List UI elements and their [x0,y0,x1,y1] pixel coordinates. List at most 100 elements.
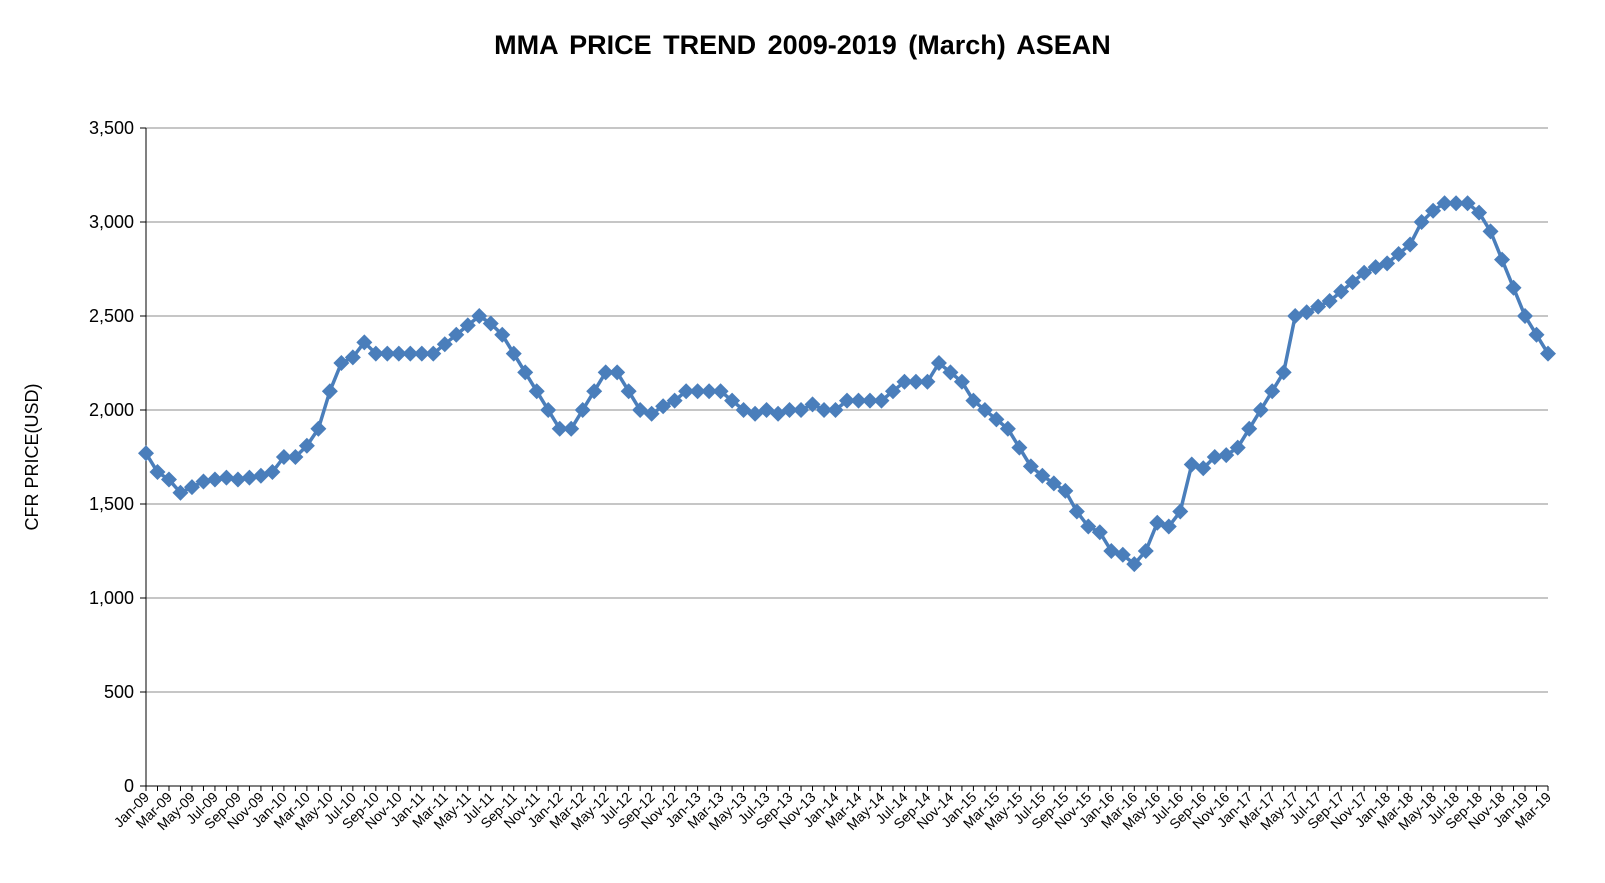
data-point [1356,264,1373,281]
data-point [586,383,603,400]
data-point [724,392,741,409]
data-point [712,383,729,400]
data-point [540,402,557,418]
data-point [390,345,407,362]
data-point [1091,524,1108,541]
data-point [436,336,453,353]
data-point [1425,202,1442,219]
data-point [965,392,982,409]
data-point [1436,195,1453,212]
data-point [1264,383,1281,400]
data-point [793,402,810,418]
data-point [206,471,223,488]
data-point [597,364,614,381]
data-point [1229,439,1246,456]
data-point [551,420,568,437]
data-point [1459,195,1476,212]
series-line [144,201,1550,566]
data-point [988,411,1005,428]
data-point [1390,245,1407,262]
data-point [1482,223,1499,240]
data-point [666,392,683,409]
data-point [930,355,947,371]
chart-title: MMA PRICE TREND 2009-2019 (March) ASEAN [494,30,1111,60]
data-point [781,402,798,418]
y-tick-label: 500 [104,682,134,702]
data-point [160,471,177,488]
data-point [839,392,855,409]
data-point [344,349,361,366]
data-point [1252,402,1269,418]
y-tick-label: 3,000 [89,212,134,232]
data-point [1540,345,1556,362]
data-point [1160,518,1177,535]
data-point [1034,467,1051,484]
data-point [218,469,235,486]
data-point [298,437,315,454]
data-point [1080,518,1097,535]
data-point [1448,195,1465,212]
data-point [1310,298,1327,315]
data-point [379,345,396,362]
data-point [1344,274,1361,291]
data-point [976,402,993,418]
data-point [563,420,580,437]
y-tick-label: 0 [124,776,134,796]
data-point [1218,447,1235,464]
data-point [367,345,384,362]
data-point [609,364,626,381]
data-point [1195,460,1212,477]
data-point [413,345,430,362]
data-point [620,383,637,400]
y-tick-label: 1,000 [89,588,134,608]
data-point [1011,439,1028,456]
data-point [448,326,465,343]
data-point [873,392,890,409]
data-point [471,308,488,324]
data-point [1241,420,1258,437]
data-point [195,473,212,490]
data-point [1068,503,1085,520]
data-point [1321,292,1338,309]
data-point [241,469,258,486]
data-point [1057,482,1074,499]
data-point [655,398,672,415]
data-point [425,345,442,362]
data-point [1379,255,1396,272]
data-point [850,392,867,409]
data-point [310,420,327,437]
data-point [678,383,695,400]
data-point [827,402,844,418]
data-point [689,383,706,400]
data-point [861,392,878,409]
data-point [356,334,373,351]
data-point [1275,364,1292,381]
data-point [528,383,545,400]
data-point [402,345,419,362]
data-point [1298,304,1315,321]
data-point [1402,236,1419,253]
data-point [321,383,338,400]
data-point [287,449,304,465]
data-point [1022,458,1039,475]
data-point [1471,204,1488,221]
data-point [1206,449,1223,465]
data-point [183,479,200,496]
data-point [333,355,350,371]
data-point [459,317,476,334]
data-point [942,364,959,381]
y-tick-label: 3,500 [89,118,134,138]
data-point [1528,326,1545,343]
data-point [149,464,166,481]
data-point [804,396,821,413]
data-point [999,420,1016,437]
y-tick-label: 1,500 [89,494,134,514]
data-point [229,471,246,488]
data-point [1172,503,1189,520]
data-point [1505,279,1522,296]
data-point [1126,556,1143,573]
data-point [1413,214,1430,230]
data-point [953,373,970,390]
